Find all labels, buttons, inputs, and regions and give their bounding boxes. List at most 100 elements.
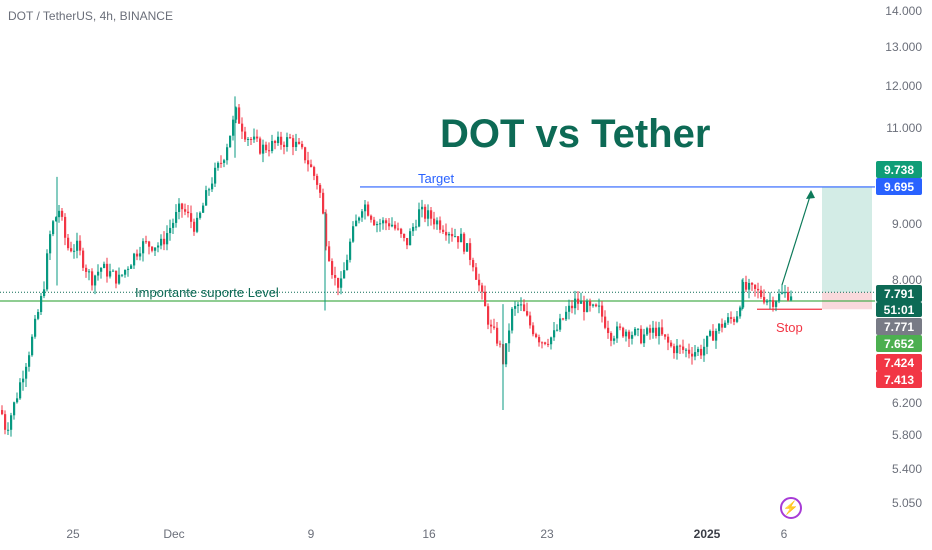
candle-body bbox=[187, 211, 190, 214]
candle-body bbox=[346, 259, 349, 271]
candle-body bbox=[241, 123, 244, 132]
price-tag-stop: 7.424 bbox=[876, 354, 922, 371]
candle-body bbox=[463, 233, 466, 252]
candle-body bbox=[661, 327, 664, 335]
candle-body bbox=[193, 221, 196, 232]
candle-body bbox=[217, 162, 220, 168]
candle-body bbox=[349, 241, 352, 260]
candle-body bbox=[589, 301, 592, 306]
candle-body bbox=[382, 220, 385, 224]
candle-body bbox=[472, 259, 475, 268]
candle-body bbox=[139, 253, 142, 257]
candle-body bbox=[355, 220, 358, 227]
candle-body bbox=[724, 322, 727, 328]
candle-body bbox=[106, 263, 109, 277]
candle-body bbox=[394, 224, 397, 229]
candle-body bbox=[778, 293, 781, 302]
candle-body bbox=[298, 141, 301, 144]
y-tick-label: 5.800 bbox=[891, 428, 922, 442]
candle-body bbox=[115, 270, 118, 284]
candle-body bbox=[376, 224, 379, 226]
candle-body bbox=[220, 162, 223, 164]
candle-body bbox=[727, 317, 730, 323]
candle-body bbox=[676, 345, 679, 354]
candle-body bbox=[709, 330, 712, 336]
candle-body bbox=[550, 337, 553, 345]
x-tick-label: 25 bbox=[66, 527, 80, 541]
candle-body bbox=[526, 311, 529, 316]
candle-body bbox=[250, 138, 253, 140]
candle-body bbox=[328, 246, 331, 262]
candle-body bbox=[31, 336, 34, 356]
projection-arrow bbox=[781, 192, 812, 286]
candle-body bbox=[742, 281, 745, 308]
candle-body bbox=[259, 138, 262, 154]
candle-body bbox=[301, 143, 304, 148]
candle-body bbox=[454, 236, 457, 238]
candle-body bbox=[19, 382, 22, 399]
candle-body bbox=[511, 308, 514, 331]
candle-body bbox=[646, 328, 649, 335]
candle-body bbox=[505, 343, 508, 365]
candle-body bbox=[334, 275, 337, 278]
candle-body bbox=[445, 231, 448, 236]
candle-body bbox=[583, 301, 586, 312]
candle-body bbox=[397, 228, 400, 230]
candle-body bbox=[205, 190, 208, 206]
candle-body bbox=[226, 147, 229, 161]
candle-body bbox=[643, 334, 646, 344]
candle-body bbox=[196, 217, 199, 232]
candle-body bbox=[46, 253, 49, 290]
candle-body bbox=[667, 336, 670, 343]
candle-body bbox=[25, 366, 28, 379]
candle-body bbox=[619, 326, 622, 328]
candle-body bbox=[430, 210, 433, 219]
candle-body bbox=[223, 160, 226, 163]
candle-body bbox=[598, 305, 601, 307]
candle-body bbox=[214, 167, 217, 184]
candle-body bbox=[73, 250, 76, 252]
candle-body bbox=[202, 205, 205, 213]
candle-body bbox=[562, 318, 565, 320]
x-tick-label: 16 bbox=[422, 527, 436, 541]
candle-body bbox=[160, 238, 163, 246]
candle-body bbox=[286, 137, 289, 148]
candle-body bbox=[49, 234, 52, 254]
candle-body bbox=[331, 261, 334, 276]
candle-body bbox=[517, 304, 520, 307]
candle-body bbox=[613, 338, 616, 341]
candle-body bbox=[721, 323, 724, 328]
candle-body bbox=[493, 326, 496, 328]
candle-body bbox=[148, 241, 151, 247]
candle-body bbox=[532, 325, 535, 335]
candle-body bbox=[556, 329, 559, 331]
candle-body bbox=[67, 237, 70, 249]
candle-body bbox=[418, 209, 421, 227]
candle-body bbox=[541, 342, 544, 344]
candle-body bbox=[151, 246, 154, 251]
y-tick-label: 14.000 bbox=[885, 4, 922, 18]
candle-body bbox=[247, 138, 250, 140]
candle-body bbox=[658, 327, 661, 337]
candle-body bbox=[97, 271, 100, 276]
candle-body bbox=[343, 270, 346, 279]
candle-body bbox=[361, 211, 364, 218]
candle-body bbox=[208, 189, 211, 191]
candle-body bbox=[52, 221, 55, 235]
y-tick-label: 5.400 bbox=[891, 462, 922, 476]
candle-body bbox=[70, 248, 73, 252]
candle-body bbox=[586, 301, 589, 312]
candle-body bbox=[28, 355, 31, 367]
candle-body bbox=[253, 136, 256, 140]
candle-body bbox=[322, 192, 325, 214]
candle-body bbox=[340, 278, 343, 288]
candle-body bbox=[172, 222, 175, 228]
candle-body bbox=[238, 107, 241, 124]
candle-body bbox=[58, 210, 61, 218]
candle-body bbox=[283, 144, 286, 148]
flash-icon[interactable]: ⚡ bbox=[780, 497, 802, 519]
overlay-title: DOT vs Tether bbox=[440, 112, 711, 156]
candle-body bbox=[622, 327, 625, 337]
candle-body bbox=[274, 141, 277, 144]
